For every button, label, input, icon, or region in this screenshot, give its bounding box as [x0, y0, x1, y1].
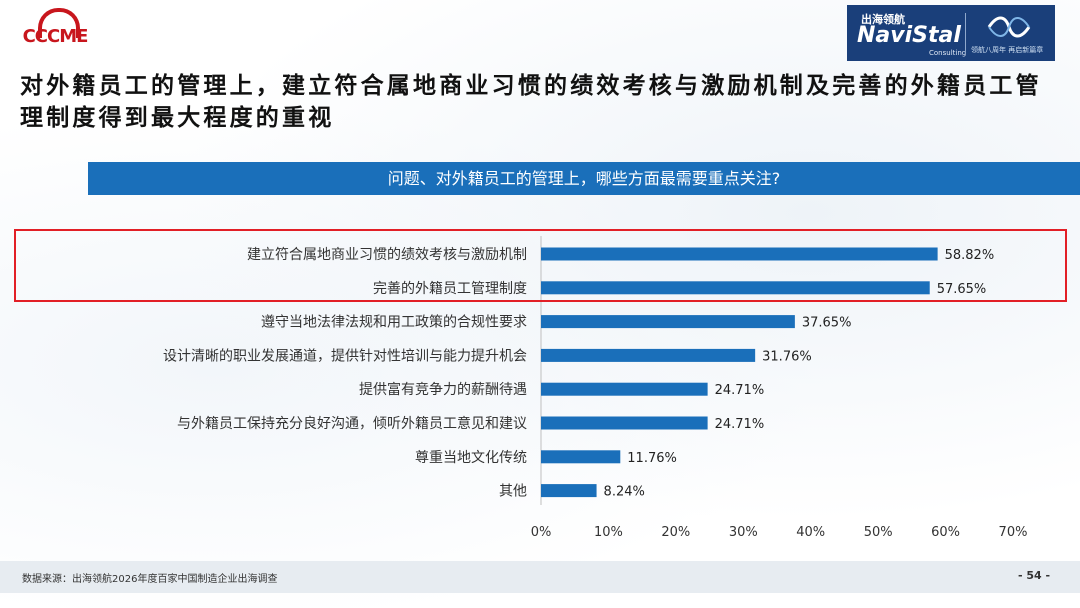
category-label-7: 尊重当地文化传统	[415, 449, 527, 466]
data-label-3: 37.65%	[802, 316, 852, 331]
x-tick-label-3: 20%	[661, 525, 690, 540]
navistal-logo: 出海领航 NaviStal Consulting 领航八周年 再启新篇章	[847, 5, 1055, 61]
cccme-logo: CCCME	[14, 8, 96, 50]
bar-chart: 建立符合属地商业习惯的绩效考核与激励机制 58.82% 完善的外籍员工管理制度 57.…	[163, 236, 1028, 540]
data-label-5: 24.71%	[715, 383, 765, 398]
data-label-2: 57.65%	[937, 282, 987, 297]
data-label-8: 8.24%	[604, 485, 645, 500]
x-tick-label-5: 40%	[796, 525, 825, 540]
bar-7	[541, 450, 621, 464]
footer-bar	[0, 561, 1080, 593]
data-label-6: 24.71%	[715, 417, 765, 432]
navistal-logo-sub: Consulting	[929, 49, 967, 57]
data-label-1: 58.82%	[945, 248, 995, 263]
data-label-7: 11.76%	[627, 451, 677, 466]
page-number: - 54 -	[1018, 569, 1051, 582]
bar-2	[541, 281, 930, 295]
bar-4	[541, 348, 756, 362]
navistal-slogan: 领航八周年 再启新篇章	[971, 46, 1044, 54]
bar-8	[541, 484, 597, 498]
category-label-3: 遵守当地法律法规和用工政策的合规性要求	[261, 314, 527, 331]
page-title: 对外籍员工的管理上，建立符合属地商业习惯的绩效考核与激励机制及完善的外籍员工管理…	[20, 73, 1042, 131]
category-label-1: 建立符合属地商业习惯的绩效考核与激励机制	[247, 246, 527, 263]
cccme-logo-text: CCCME	[22, 26, 89, 47]
x-tick-label-6: 50%	[864, 525, 893, 540]
x-tick-label-8: 70%	[999, 525, 1028, 540]
data-label-4: 31.76%	[762, 349, 812, 364]
x-tick-label-7: 60%	[931, 525, 960, 540]
bar-1	[541, 247, 938, 261]
x-tick-label-2: 10%	[594, 525, 623, 540]
question-banner: 问题、对外籍员工的管理上，哪些方面最需要重点关注?	[88, 162, 1080, 195]
logo-divider	[965, 13, 966, 53]
highlight-box	[14, 229, 1067, 302]
category-label-6: 与外籍员工保持充分良好沟通，倾听外籍员工意见和建议	[177, 415, 527, 432]
x-tick-label-1: 0%	[531, 525, 552, 540]
category-label-4: 设计清晰的职业发展通道，提供针对性培训与能力提升机会	[163, 348, 527, 364]
bar-5	[541, 382, 708, 396]
x-tick-label-4: 30%	[729, 525, 758, 540]
bar-3	[541, 315, 795, 329]
category-label-8: 其他	[499, 484, 527, 500]
data-source: 数据来源：出海领航2026年度百家中国制造企业出海调查	[22, 574, 278, 585]
navistal-logo-cn: 出海领航	[861, 13, 905, 26]
category-label-2: 完善的外籍员工管理制度	[373, 280, 527, 297]
logo-ring-icon	[38, 8, 80, 38]
navistal-logo-en: NaviStal	[857, 23, 961, 48]
category-label-5: 提供富有竞争力的薪酬待遇	[359, 381, 527, 398]
bar-6	[541, 416, 708, 430]
anniversary-emblem-icon	[987, 16, 1031, 38]
